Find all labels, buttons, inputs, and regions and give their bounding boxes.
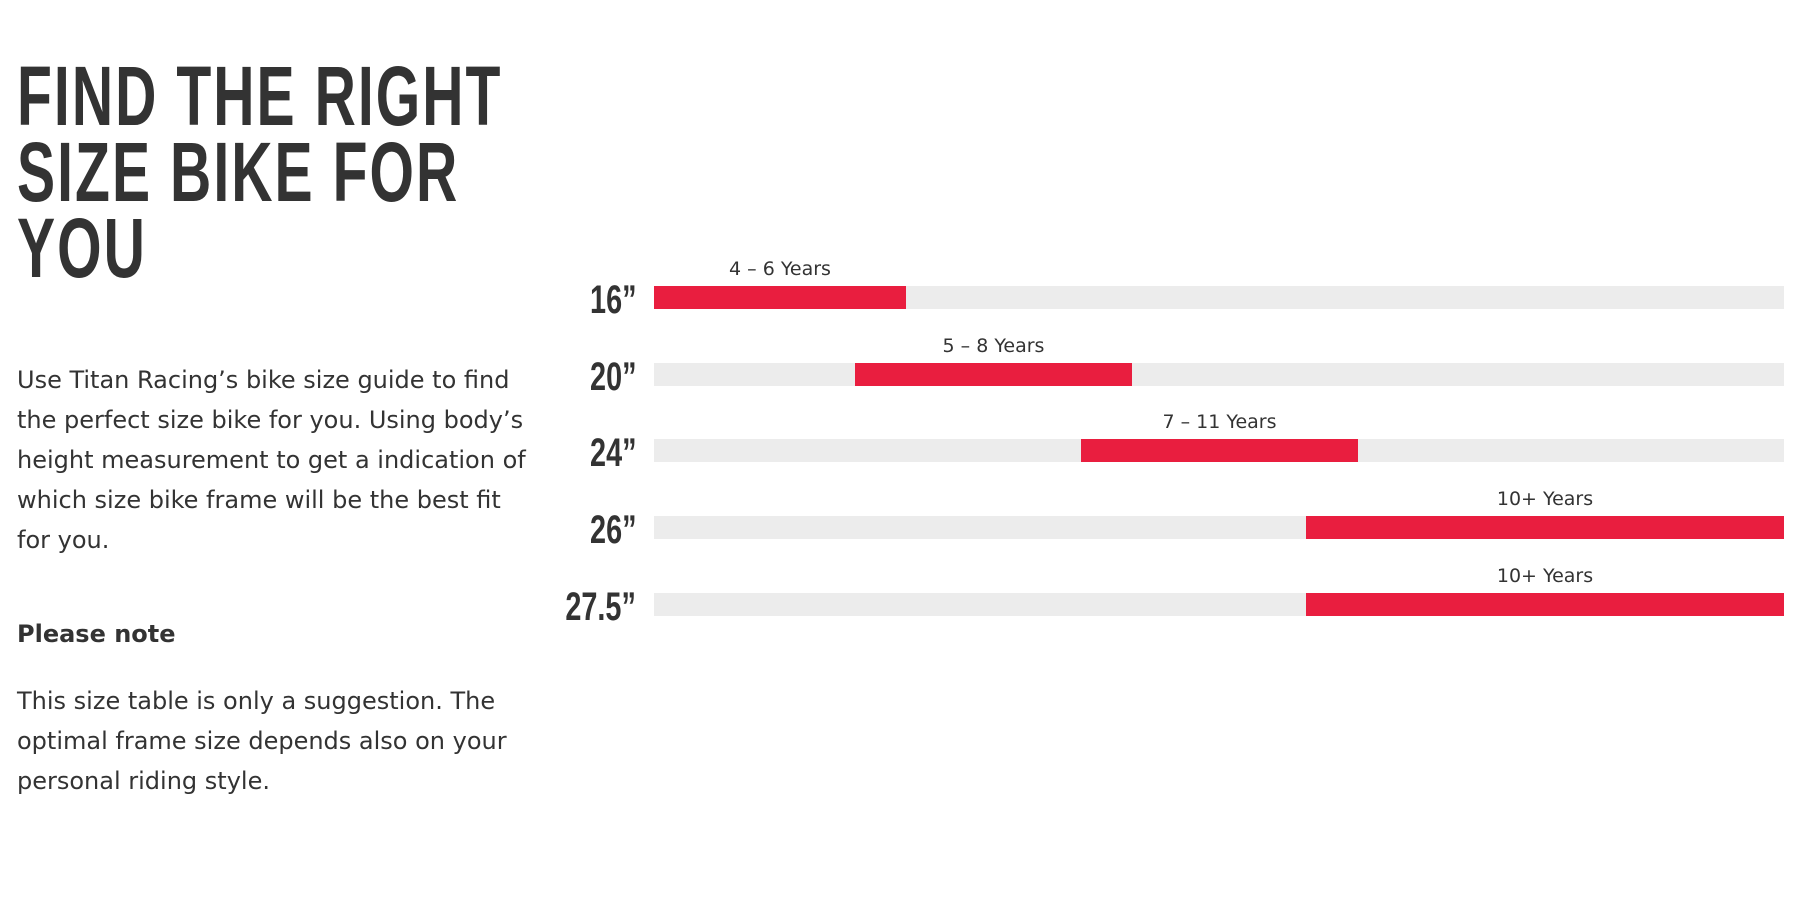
- range-bar: [1306, 593, 1784, 616]
- title: SIZE BIKE FOR: [17, 125, 460, 219]
- size-row: 16” 4 – 6 Years: [0, 258, 1800, 322]
- age-label: 7 – 11 Years: [1162, 411, 1277, 433]
- size-row: 26” 10+ Years: [0, 488, 1800, 552]
- title: FIND THE RIGHT: [17, 49, 503, 143]
- track: [654, 286, 1784, 309]
- size-label: 26”: [589, 508, 636, 552]
- size-label: 16”: [589, 278, 636, 322]
- size-label: 20”: [589, 355, 636, 399]
- title: YOU: [17, 201, 147, 295]
- age-label: 4 – 6 Years: [729, 258, 831, 280]
- range-bar: [1306, 516, 1784, 539]
- age-label: 10+ Years: [1496, 488, 1594, 510]
- size-label: 27.5”: [565, 585, 636, 629]
- size-label: 24”: [589, 431, 636, 475]
- size-row: 27.5” 10+ Years: [0, 565, 1800, 629]
- note-heading: Please note: [17, 620, 176, 648]
- range-bar: [1081, 439, 1358, 462]
- note-text: This size table is only a suggestion. Th…: [17, 687, 507, 795]
- range-bar: [855, 363, 1132, 386]
- intro-text: Use Titan Racing’s bike size guide to fi…: [17, 366, 526, 554]
- size-row: 24” 7 – 11 Years: [0, 411, 1800, 475]
- age-label: 5 – 8 Years: [942, 335, 1045, 357]
- size-row: 20” 5 – 8 Years: [0, 335, 1800, 399]
- range-bar: [654, 286, 906, 309]
- track: [654, 363, 1784, 386]
- age-label: 10+ Years: [1496, 565, 1594, 587]
